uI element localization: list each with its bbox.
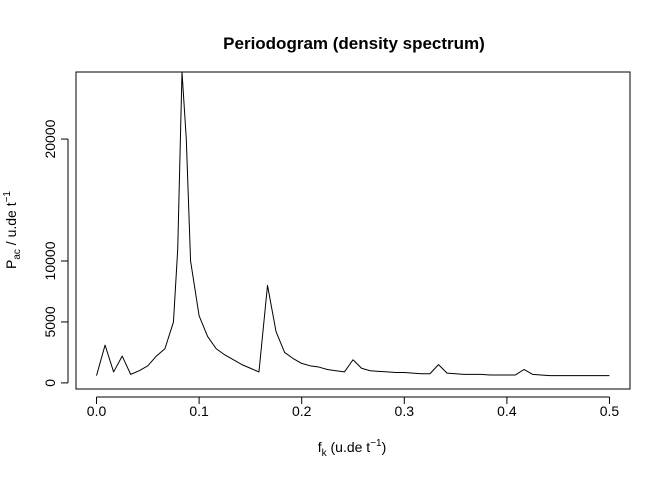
series-layer (96, 71, 610, 377)
x-tick-label: 0.3 (395, 403, 415, 419)
plot-frame (75, 71, 631, 390)
y-tick-label: 5000 (42, 306, 58, 337)
x-tick-label: 0.4 (497, 403, 517, 419)
x-axis-label: fk (u.de t−1) (318, 438, 387, 459)
x-tick-label: 0.2 (292, 403, 312, 419)
x-tick-label: 0.5 (600, 403, 620, 419)
y-tick-label: 0 (42, 379, 58, 387)
chart-title: Periodogram (density spectrum) (223, 34, 485, 53)
x-tick-label: 0.0 (87, 403, 107, 419)
y-tick-label: 10000 (42, 241, 58, 280)
series-line (96, 71, 610, 377)
y-tick-label: 20000 (42, 119, 58, 158)
x-tick-label: 0.1 (189, 403, 209, 419)
y-axis-label: Pac / u.de t−1 (2, 191, 23, 269)
y-axis: 0 5000 10000 20000 (42, 119, 69, 387)
x-axis: 0.0 0.1 0.2 0.3 0.4 0.5 (87, 396, 620, 419)
